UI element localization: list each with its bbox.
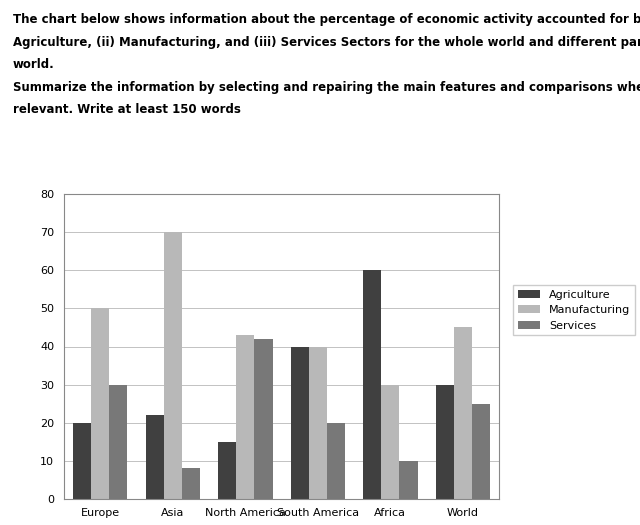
Bar	[164, 232, 182, 499]
Legend: Agriculture, Manufacturing, Services: Agriculture, Manufacturing, Services	[513, 285, 635, 335]
Bar	[92, 308, 109, 499]
Bar	[182, 468, 200, 499]
Bar	[381, 384, 399, 499]
Bar	[218, 442, 236, 499]
Text: world.: world.	[13, 58, 54, 71]
Bar	[254, 339, 273, 499]
Bar	[73, 423, 91, 499]
Bar	[146, 415, 164, 499]
Text: Summarize the information by selecting and repairing the main features and compa: Summarize the information by selecting a…	[13, 81, 640, 94]
Text: Agriculture, (ii) Manufacturing, and (iii) Services Sectors for the whole world : Agriculture, (ii) Manufacturing, and (ii…	[13, 36, 640, 49]
Bar	[436, 384, 454, 499]
Bar	[327, 423, 345, 499]
Text: The chart below shows information about the percentage of economic activity acco: The chart below shows information about …	[13, 13, 640, 26]
Bar	[236, 335, 254, 499]
Bar	[399, 461, 417, 499]
Bar	[109, 384, 127, 499]
Bar	[309, 346, 327, 499]
Bar	[364, 270, 381, 499]
Bar	[472, 404, 490, 499]
Text: relevant. Write at least 150 words: relevant. Write at least 150 words	[13, 103, 241, 117]
Bar	[291, 346, 309, 499]
Bar	[454, 328, 472, 499]
